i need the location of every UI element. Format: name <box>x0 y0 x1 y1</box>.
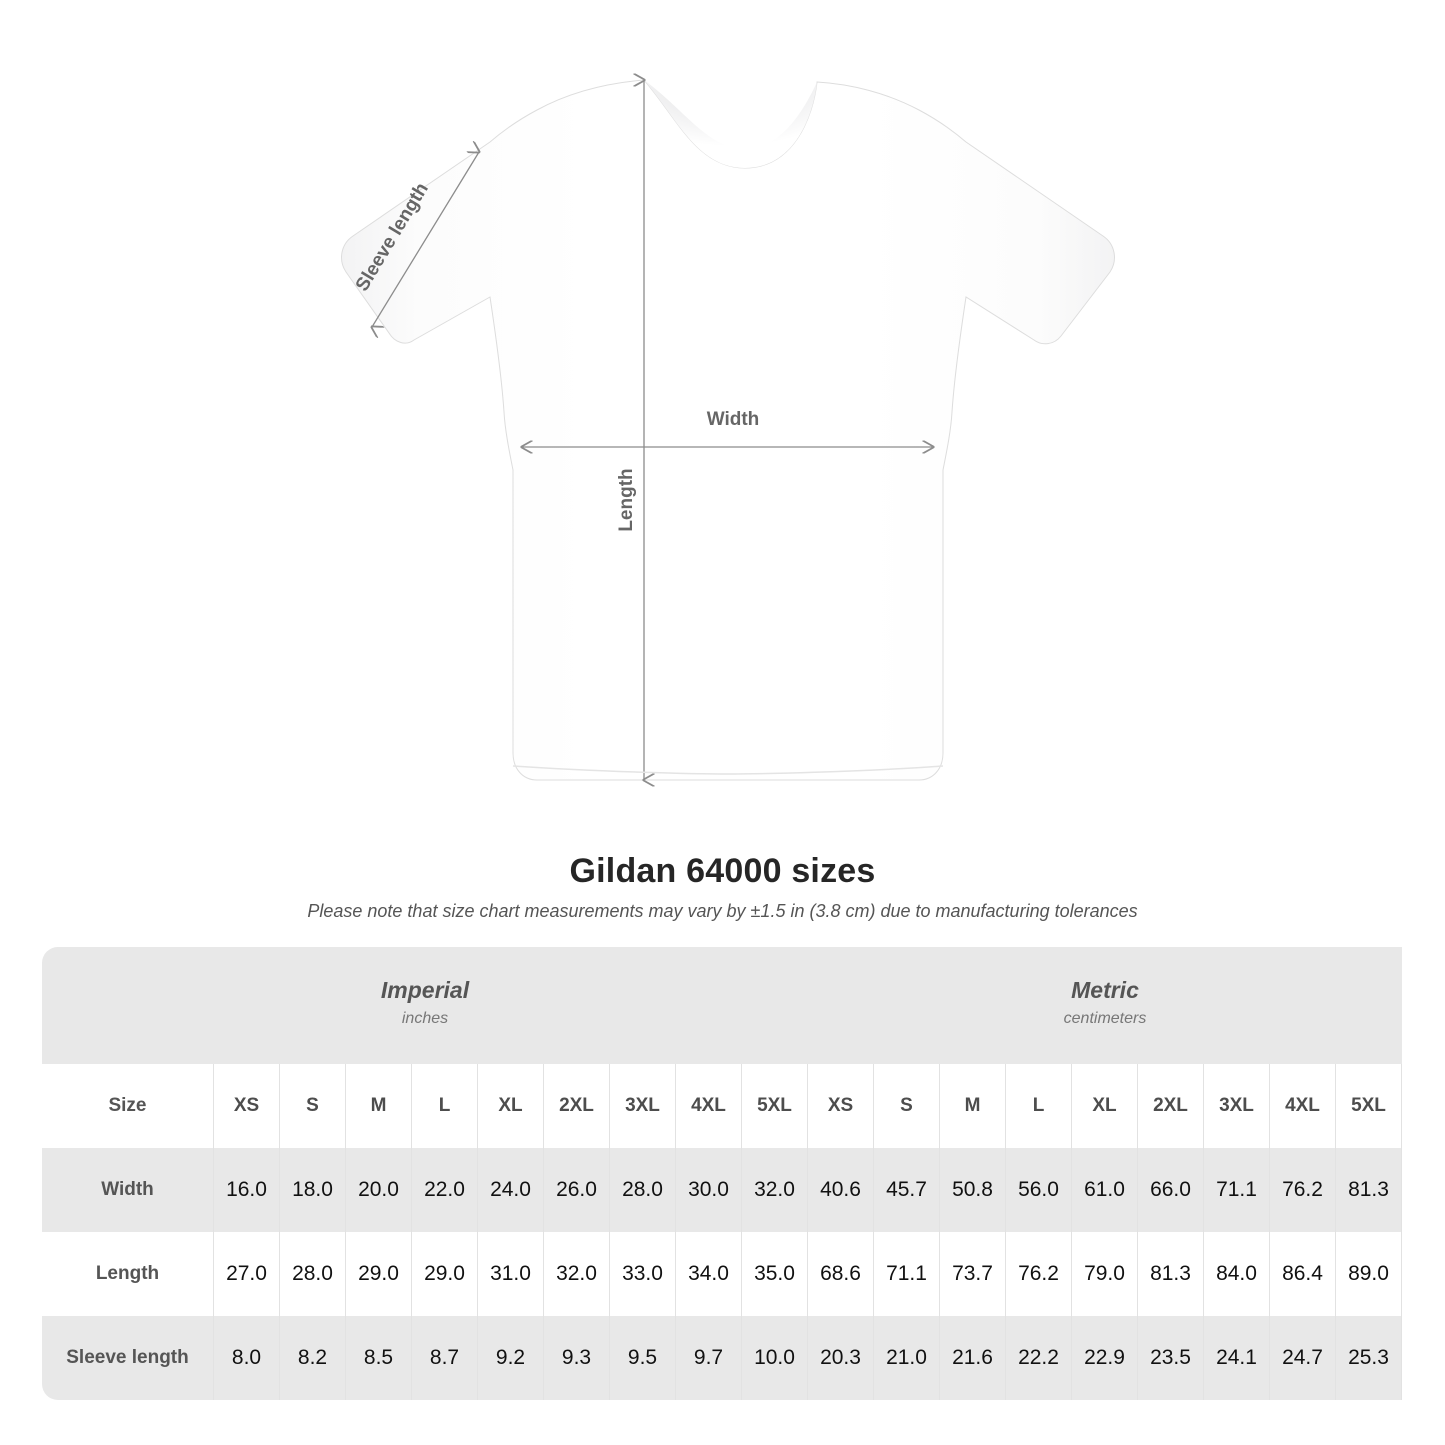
svg-text:Width: Width <box>707 409 760 430</box>
svg-text:Length: Length <box>616 468 637 531</box>
